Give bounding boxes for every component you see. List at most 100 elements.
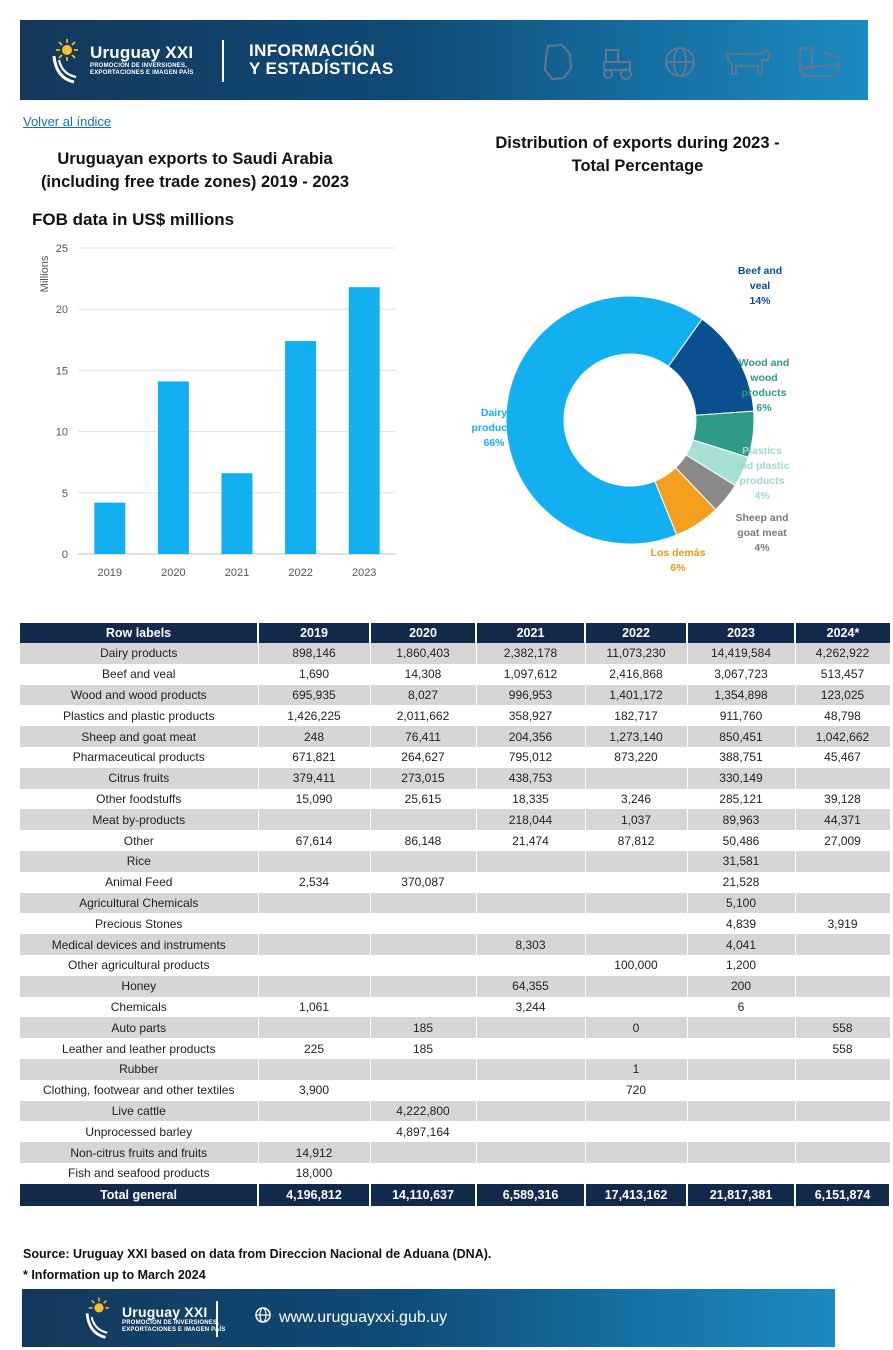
cell-value: 14,912 [258,1142,371,1163]
cell-value [795,871,891,893]
cell-value [795,892,891,914]
cell-value: 100,000 [585,954,688,976]
table-row: Sheep and goat meat 248 76,411 204,356 1,273… [20,726,891,747]
cell-value: 695,935 [258,684,371,706]
source-note: Source: Uruguay XXI based on data from D… [23,1247,492,1261]
cell-value [476,1162,586,1184]
cell-value: 4,041 [687,934,796,955]
notes: Source: Uruguay XXI based on data from D… [23,1244,491,1286]
table-row: Precious Stones 4,839 3,919 [20,913,891,935]
cell-value: 21,474 [476,830,586,851]
table-row: Meat by-products 218,044 1,037 89,963 44,371 [20,809,891,831]
cell-value [687,1121,796,1143]
bar-2022 [285,341,317,554]
slice-label: products [742,387,787,399]
cell-value: 1 [585,1058,688,1080]
slice-percent-label: 6% [756,402,772,414]
x-tick-label: 2022 [288,567,312,579]
cell-value [687,1142,796,1163]
table-row: Dairy products 898,146 1,860,403 2,382,178 1… [20,643,891,664]
pie-chart-title: Distribution of exports during 2023 - To… [470,132,805,178]
cell-value [258,892,371,914]
bar-2023 [348,287,380,554]
cell-value [585,1162,688,1184]
cell-value [476,1142,586,1163]
brand-logo[interactable]: Uruguay XXI PROMOCIÓN DE INVERSIONES, EX… [50,36,194,84]
cell-value: 14,419,584 [687,643,796,664]
slice-label: products [740,475,785,487]
total-value: 6,589,316 [476,1183,586,1206]
cell-value [795,1079,891,1101]
footer-brand-sub-2: EXPORTACIONES E IMAGEN PAÍS [122,1327,226,1333]
x-tick-label: 2023 [352,567,376,579]
table-row: Pharmaceutical products 671,821 264,627 795… [20,746,891,768]
cell-value: 218,044 [476,809,586,831]
cell-value [585,1038,688,1059]
cell-value: 64,355 [476,975,586,997]
cell-value: 1,690 [258,663,371,685]
sun-logo-icon [50,36,84,84]
cell-value: 558 [795,1038,891,1059]
cell-value: 438,753 [476,767,586,789]
cell-value: 45,467 [795,746,891,768]
cell-value: 1,037 [585,809,688,831]
cell-value [476,1038,586,1059]
cell-value: 330,149 [687,767,796,789]
table-row: Clothing, footwear and other textiles 3,9… [20,1079,891,1101]
cell-value: 39,128 [795,788,891,810]
cell-value [258,934,371,955]
cell-value [370,850,477,872]
footer-link[interactable]: www.uruguayxxi.gub.uy [255,1307,447,1328]
cell-value [370,809,477,831]
cell-value: 388,751 [687,746,796,768]
footer-sun-logo-icon [82,1295,116,1343]
cell-value [687,1017,796,1039]
cell-value [795,975,891,997]
table-row: Honey 64,355 200 [20,975,891,997]
cell-value [585,871,688,893]
cell-value: 15,090 [258,788,371,810]
cell-value [585,767,688,789]
cell-value [476,1100,586,1122]
table-row: Other foodstuffs 15,090 25,615 18,335 3,246 2… [20,788,891,810]
cell-value: 200 [687,975,796,997]
cell-value [258,1121,371,1143]
cell-value [370,1058,477,1080]
column-header: Row labels [20,623,259,643]
row-label: Auto parts [20,1017,259,1039]
row-label: Wood and wood products [20,684,259,706]
row-label: Other agricultural products [20,954,259,976]
cell-value [476,913,586,935]
slice-percent-label: 14% [749,295,771,307]
cell-value [585,892,688,914]
cell-value: 86,148 [370,830,477,851]
footer-brand-logo[interactable]: Uruguay XXI PROMOCIÓN DE INVERSIONES, EX… [82,1295,226,1343]
table-row: Auto parts 185 0 558 [20,1017,891,1039]
cell-value: 11,073,230 [585,643,688,664]
cell-value [370,975,477,997]
cell-value [370,1142,477,1163]
cell-value [370,913,477,935]
cell-value [795,934,891,955]
cell-value [687,1100,796,1122]
row-label: Non-citrus fruits and fruits [20,1142,259,1163]
row-label: Citrus fruits [20,767,259,789]
cell-value: 2,382,178 [476,643,586,664]
cell-value [476,1079,586,1101]
slice-label: and plastic [735,460,790,472]
table-row: Beef and veal 1,690 14,308 1,097,612 2,416,8… [20,663,891,685]
cell-value [795,1162,891,1184]
slice-label: Beef and [738,265,782,277]
uruguay-map-icon [540,42,576,82]
column-header: 2019 [258,623,371,643]
column-header: 2020 [370,623,477,643]
table-row: Animal Feed 2,534 370,087 21,528 [20,871,891,893]
cell-value: 87,812 [585,830,688,851]
slice-label: goat meat [737,527,787,539]
cow-icon [722,42,774,82]
cell-value: 25,615 [370,788,477,810]
back-to-index-link[interactable]: Volver al índice [23,114,112,129]
cell-value [476,954,586,976]
cell-value: 50,486 [687,830,796,851]
slice-label: Los demás [651,547,706,559]
